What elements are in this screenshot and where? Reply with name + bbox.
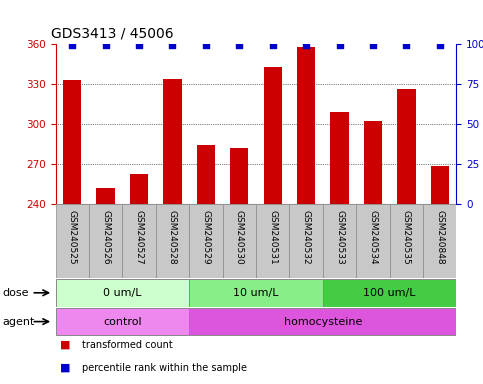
Bar <box>56 308 189 336</box>
Text: GSM240528: GSM240528 <box>168 210 177 264</box>
Point <box>235 42 243 48</box>
Text: GSM240532: GSM240532 <box>301 210 311 264</box>
Text: homocysteine: homocysteine <box>284 316 362 327</box>
Bar <box>223 204 256 278</box>
Bar <box>364 121 382 204</box>
Bar <box>330 112 349 204</box>
Point <box>202 42 210 48</box>
Bar <box>430 166 449 204</box>
Bar <box>323 279 456 306</box>
Bar <box>297 47 315 204</box>
Point <box>369 42 377 48</box>
Text: transformed count: transformed count <box>82 340 173 350</box>
Bar <box>156 204 189 278</box>
Text: percentile rank within the sample: percentile rank within the sample <box>82 363 247 373</box>
Text: GSM240526: GSM240526 <box>101 210 110 264</box>
Bar <box>390 204 423 278</box>
Text: 10 um/L: 10 um/L <box>233 288 279 298</box>
Text: GSM240529: GSM240529 <box>201 210 211 264</box>
Point <box>269 42 277 48</box>
Point <box>169 42 176 48</box>
Bar <box>423 204 456 278</box>
Bar <box>264 67 282 204</box>
Bar <box>289 204 323 278</box>
Bar <box>56 279 189 306</box>
Text: control: control <box>103 316 142 327</box>
Text: 0 um/L: 0 um/L <box>103 288 142 298</box>
Bar <box>356 204 390 278</box>
Bar <box>397 89 415 204</box>
Bar <box>163 79 182 204</box>
Bar <box>122 204 156 278</box>
Point <box>436 42 443 48</box>
Point <box>135 42 143 48</box>
Point <box>302 42 310 48</box>
Bar <box>130 174 148 204</box>
Bar <box>63 80 82 204</box>
Bar <box>89 204 122 278</box>
Text: GSM240530: GSM240530 <box>235 210 244 264</box>
Bar <box>256 204 289 278</box>
Text: GSM240535: GSM240535 <box>402 210 411 264</box>
Point <box>402 42 410 48</box>
Text: ■: ■ <box>60 363 74 373</box>
Text: GSM240527: GSM240527 <box>135 210 143 264</box>
Text: GSM240534: GSM240534 <box>369 210 377 264</box>
Bar <box>189 308 456 336</box>
Point <box>102 42 110 48</box>
Bar <box>189 279 323 306</box>
Bar <box>189 204 223 278</box>
Text: GSM240531: GSM240531 <box>268 210 277 264</box>
Text: GDS3413 / 45006: GDS3413 / 45006 <box>51 26 173 40</box>
Text: GSM240533: GSM240533 <box>335 210 344 264</box>
Text: agent: agent <box>2 316 35 327</box>
Bar <box>197 145 215 204</box>
Bar <box>230 148 248 204</box>
Bar <box>56 204 89 278</box>
Bar <box>323 204 356 278</box>
Text: GSM240848: GSM240848 <box>435 210 444 264</box>
Text: 100 um/L: 100 um/L <box>363 288 416 298</box>
Point <box>336 42 343 48</box>
Text: ■: ■ <box>60 340 74 350</box>
Text: GSM240525: GSM240525 <box>68 210 77 264</box>
Bar <box>97 187 115 204</box>
Text: dose: dose <box>2 288 29 298</box>
Point <box>69 42 76 48</box>
